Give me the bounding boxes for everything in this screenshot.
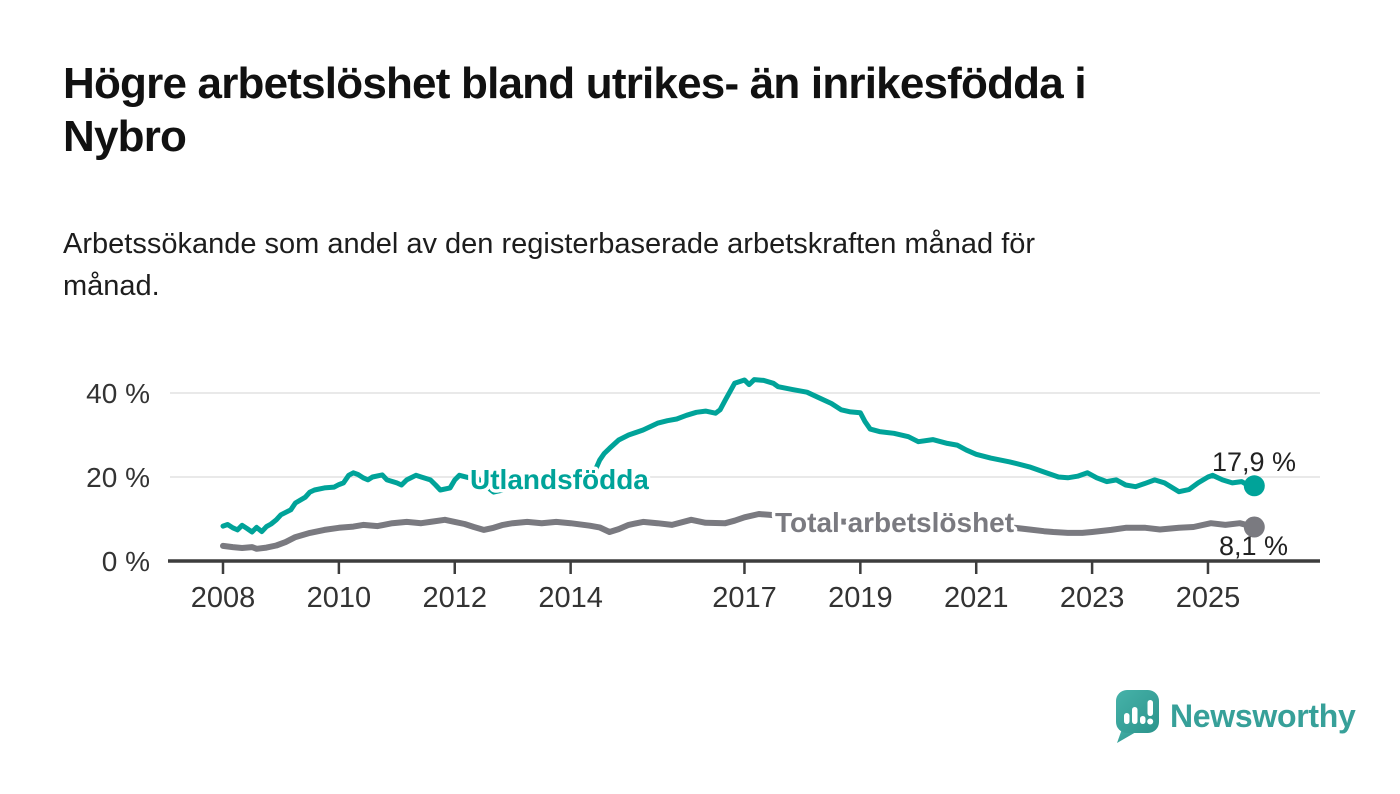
x-axis-label: 2012 <box>423 582 488 614</box>
end-value-label: 17,9 % <box>1212 447 1296 477</box>
chart-subtitle: Arbetssökande som andel av den registerb… <box>63 228 1036 302</box>
series-end-dot <box>1243 475 1265 497</box>
x-axis-label: 2010 <box>307 582 372 614</box>
x-axis-label: 2019 <box>828 582 893 614</box>
bar-3 <box>1140 716 1146 724</box>
exclamation-dot <box>1147 718 1154 725</box>
series-line-total-arbetsloshet <box>220 511 1258 552</box>
y-axis-label: 0 % <box>102 546 150 577</box>
y-axis-label: 20 % <box>86 462 150 493</box>
exclamation-bar <box>1147 700 1153 716</box>
x-axis-label: 2017 <box>712 582 777 614</box>
x-axis-label: 2008 <box>191 582 256 614</box>
series-line-utlandsfodda <box>220 377 1257 535</box>
series-label: Total arbetslöshet <box>775 507 1014 538</box>
newsworthy-icon <box>1116 690 1159 743</box>
newsworthy-logo: Newsworthy <box>1114 688 1356 745</box>
page-title: Högre arbetslöshet bland utrikes- än inr… <box>63 59 1087 161</box>
series-end-dot <box>1243 516 1265 538</box>
series-label: Utlandsfödda <box>470 464 649 495</box>
x-axis-label: 2023 <box>1060 582 1125 614</box>
bar-2 <box>1132 707 1138 724</box>
x-axis-label: 2025 <box>1176 582 1241 614</box>
x-axis-label: 2014 <box>538 582 603 614</box>
x-axis-label: 2021 <box>944 582 1009 614</box>
bar-1 <box>1124 713 1130 724</box>
y-axis-label: 40 % <box>86 378 150 409</box>
newsworthy-brand-text: Newsworthy <box>1170 698 1356 734</box>
end-value-label: 8,1 % <box>1219 531 1288 561</box>
